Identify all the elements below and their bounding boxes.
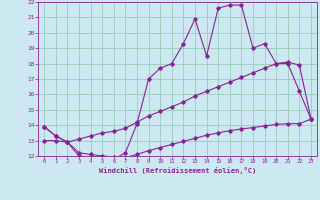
X-axis label: Windchill (Refroidissement éolien,°C): Windchill (Refroidissement éolien,°C) (99, 167, 256, 174)
